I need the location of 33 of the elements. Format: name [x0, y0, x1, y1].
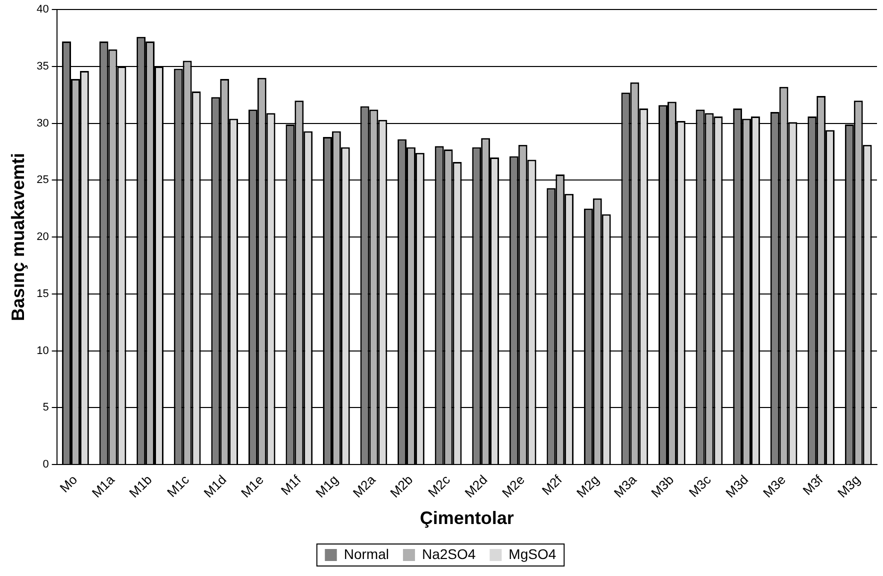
- x-axis-title: Çimentolar: [420, 508, 514, 528]
- legend-label: Na2SO4: [422, 546, 476, 562]
- y-tick-label: 10: [36, 344, 49, 357]
- x-tick-label: M1c: [164, 472, 192, 500]
- y-tick-label: 15: [36, 288, 49, 300]
- x-tick-label: M2a: [350, 472, 379, 501]
- x-tick-label: M2e: [498, 472, 528, 501]
- x-tick-label: M3c: [686, 472, 714, 500]
- y-tick-label: 30: [36, 117, 49, 130]
- x-tick-label: M1g: [312, 472, 342, 501]
- legend-label: MgSO4: [508, 546, 556, 562]
- y-tick-label: 5: [42, 402, 49, 414]
- y-tick-label: 25: [36, 174, 49, 186]
- y-tick-label: 35: [36, 60, 49, 72]
- x-tick-label: M2b: [387, 472, 416, 501]
- x-tick-label: M2c: [424, 472, 454, 500]
- x-tick-label: M3f: [800, 472, 826, 498]
- x-tick-label: M1f: [278, 472, 304, 498]
- x-tick-label: M2g: [574, 472, 602, 501]
- x-tick-label: M1e: [238, 472, 267, 501]
- x-tick-label: M3e: [760, 472, 788, 501]
- x-tick-label: M1b: [126, 472, 155, 501]
- y-tick-label: 40: [36, 4, 49, 16]
- x-tick-label: M2f: [538, 472, 566, 498]
- x-tick-label: Mo: [56, 472, 80, 496]
- y-tick-label: 0: [42, 458, 49, 471]
- x-tick-label: M3g: [834, 472, 864, 501]
- x-tick-label: M3b: [648, 472, 677, 501]
- x-tick-label: M3a: [610, 472, 640, 501]
- y-axis-title: Basınç muakavemti: [8, 152, 28, 322]
- x-tick-label: M1a: [88, 472, 118, 501]
- legend-label: Normal: [344, 546, 389, 562]
- y-tick-label: 20: [36, 231, 49, 244]
